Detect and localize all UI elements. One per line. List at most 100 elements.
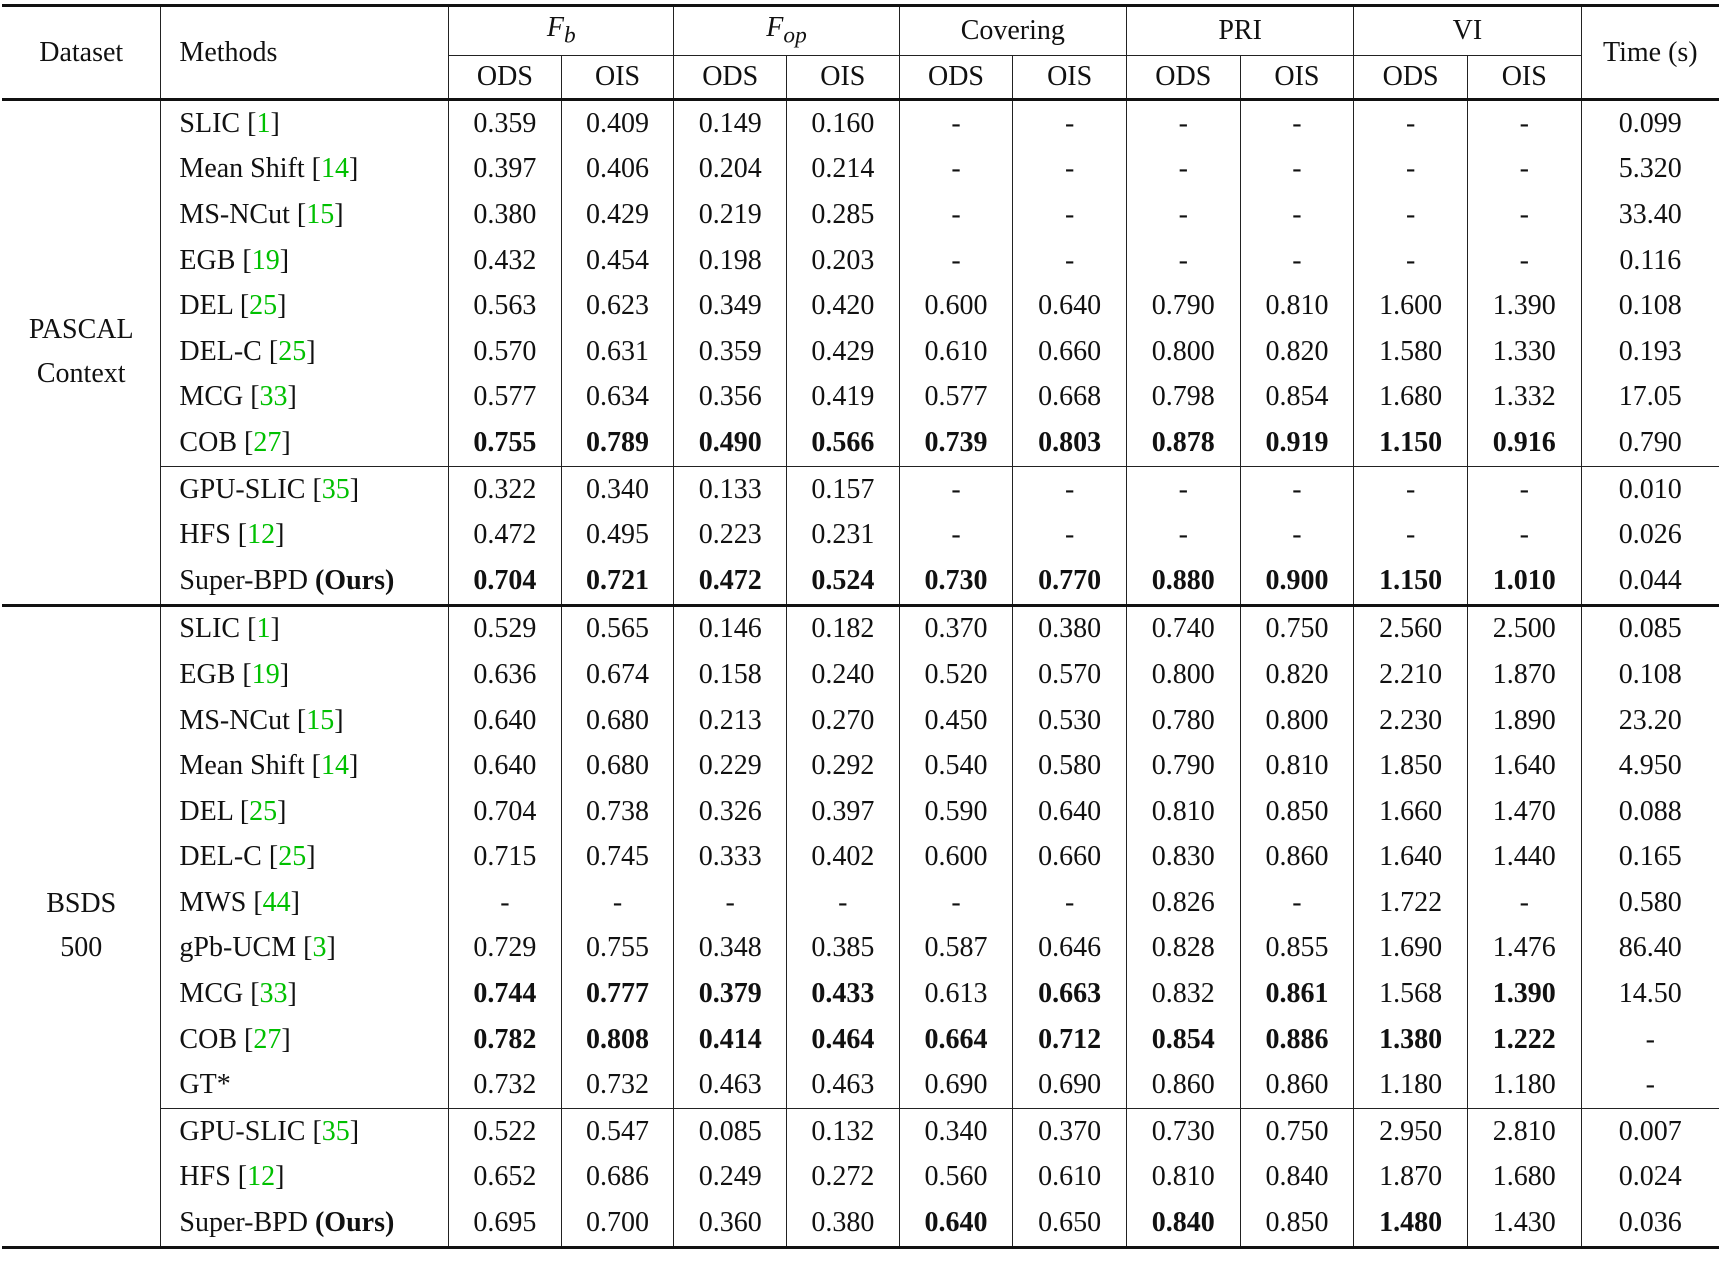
value-cell: 0.463: [786, 1062, 900, 1109]
time-cell: 0.108: [1580, 652, 1719, 698]
citation-link[interactable]: 19: [251, 244, 280, 276]
value-cell: 0.133: [673, 465, 787, 513]
value-cell: 0.854: [1125, 1016, 1241, 1063]
citation-link[interactable]: 1: [256, 107, 271, 139]
citation-link[interactable]: 25: [249, 795, 278, 827]
citation-link[interactable]: 27: [253, 426, 282, 458]
value-cell: -: [1239, 237, 1354, 284]
value-cell: 0.198: [673, 237, 787, 284]
method-name: DEL-C: [179, 841, 262, 873]
citation-link[interactable]: 35: [321, 1115, 350, 1147]
value-cell: -: [898, 146, 1013, 193]
value-cell: 0.285: [786, 192, 900, 238]
citation-link[interactable]: 25: [278, 335, 307, 367]
value-cell: 0.450: [898, 697, 1013, 744]
time-cell: 0.024: [1580, 1154, 1719, 1201]
value-cell: 0.636: [448, 652, 562, 698]
dataset-name-line: 500: [60, 932, 103, 964]
citation-link[interactable]: 12: [247, 519, 276, 551]
table-row: GT* 0.732 0.732 0.463 0.463 0.690 0.690 0.860 0.…: [2, 1062, 1719, 1109]
method-name: EGB: [179, 658, 236, 690]
value-cell: 0.472: [448, 512, 562, 558]
method-name: MCG: [179, 978, 244, 1010]
value-cell: 0.160: [786, 99, 900, 147]
citation-link[interactable]: 15: [306, 198, 335, 230]
value-cell: 0.640: [898, 1200, 1013, 1249]
value-cell: -: [898, 880, 1013, 926]
value-cell: 1.480: [1353, 1200, 1468, 1249]
value-cell: 0.640: [1012, 283, 1127, 329]
value-cell: 0.631: [560, 328, 674, 375]
value-cell: 1.390: [1466, 971, 1582, 1017]
method-name: HFS: [179, 519, 231, 551]
value-cell: -: [1012, 99, 1127, 147]
citation-link[interactable]: 33: [259, 381, 288, 413]
citation-link[interactable]: 27: [253, 1023, 282, 1055]
value-cell: 0.590: [898, 788, 1013, 835]
value-cell: 0.249: [673, 1154, 787, 1201]
value-cell: -: [1125, 146, 1241, 193]
value-cell: 0.182: [786, 603, 900, 653]
value-cell: 0.577: [448, 374, 562, 421]
citation-link[interactable]: 1: [256, 613, 271, 645]
value-cell: -: [1466, 192, 1582, 238]
value-cell: 0.704: [448, 557, 562, 606]
citation-link[interactable]: 14: [320, 153, 349, 185]
citation-link[interactable]: 12: [247, 1161, 276, 1193]
table-row: HFS [12] 0.652 0.686 0.249 0.272 0.560 0.610 0.…: [2, 1154, 1719, 1201]
value-cell: 0.886: [1239, 1016, 1354, 1063]
citation-link[interactable]: 25: [249, 290, 278, 322]
value-cell: 0.495: [560, 512, 674, 558]
value-cell: 1.476: [1466, 925, 1582, 972]
vi-group-header: VI: [1353, 4, 1582, 56]
value-cell: -: [1125, 99, 1241, 147]
value-cell: 0.690: [1012, 1062, 1127, 1109]
value-cell: 0.789: [560, 420, 674, 467]
table-row: Mean Shift [14] 0.640 0.680 0.229 0.292 0.540…: [2, 743, 1719, 789]
method-cell: MCG [33]: [160, 971, 449, 1017]
value-cell: 0.854: [1239, 374, 1354, 421]
fb-ois-header: OIS: [560, 55, 674, 101]
citation-link[interactable]: 35: [321, 473, 350, 505]
value-cell: 0.782: [448, 1016, 562, 1063]
value-cell: -: [1353, 237, 1468, 284]
citation-link[interactable]: 25: [278, 841, 307, 873]
citation-link[interactable]: 44: [262, 886, 291, 918]
value-cell: 0.780: [1125, 697, 1241, 744]
value-cell: 0.231: [786, 512, 900, 558]
value-cell: 0.840: [1125, 1200, 1241, 1249]
time-cell: 4.950: [1580, 743, 1719, 789]
value-cell: -: [560, 880, 674, 926]
value-cell: 0.680: [560, 743, 674, 789]
citation-link[interactable]: 3: [312, 932, 327, 964]
value-cell: 0.360: [673, 1200, 787, 1249]
value-cell: 0.333: [673, 834, 787, 881]
value-cell: 0.880: [1125, 557, 1241, 606]
dataset-cell: PASCAL Context: [2, 100, 161, 606]
value-cell: 0.828: [1125, 925, 1241, 972]
value-cell: 0.750: [1239, 603, 1354, 653]
citation-link[interactable]: 14: [320, 750, 349, 782]
value-cell: 1.640: [1466, 743, 1582, 789]
value-cell: 2.810: [1466, 1108, 1582, 1155]
value-cell: 0.379: [673, 971, 787, 1017]
citation-link[interactable]: 15: [306, 704, 335, 736]
value-cell: -: [1353, 99, 1468, 147]
citation-link[interactable]: 19: [251, 658, 280, 690]
method-cell: MS-NCut [15]: [160, 192, 449, 238]
value-cell: 0.715: [448, 834, 562, 881]
table-row: gPb-UCM [3] 0.729 0.755 0.348 0.385 0.587 0.64…: [2, 925, 1719, 972]
value-cell: 0.790: [1125, 283, 1241, 329]
value-cell: 2.560: [1353, 603, 1468, 653]
method-cell: SLIC [1]: [160, 603, 449, 653]
time-cell: 0.010: [1580, 465, 1719, 513]
value-cell: 1.722: [1353, 880, 1468, 926]
value-cell: 0.640: [448, 697, 562, 744]
value-cell: -: [1466, 99, 1582, 147]
citation-link[interactable]: 33: [259, 978, 288, 1010]
method-name: GPU-SLIC: [179, 473, 306, 505]
value-cell: 0.570: [1012, 652, 1127, 698]
time-cell: -: [1580, 1062, 1719, 1109]
value-cell: 1.640: [1353, 834, 1468, 881]
value-cell: 0.668: [1012, 374, 1127, 421]
